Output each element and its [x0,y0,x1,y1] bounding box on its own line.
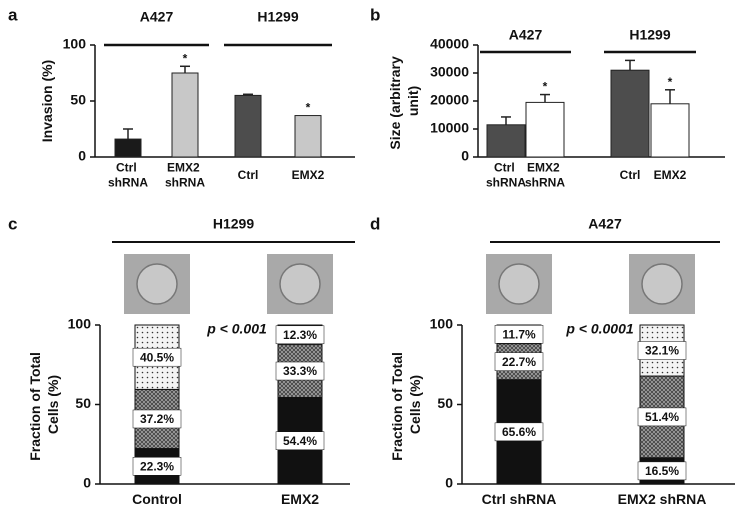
p-value: p < 0.001 [206,321,267,337]
x-tick-label: Ctrl shRNA [486,161,526,190]
value-label: 51.4% [645,410,679,424]
bar [525,101,565,158]
x-tick-label: EMX2 [292,168,325,182]
value-label: 33.3% [283,364,317,378]
significance-marker: * [543,80,548,94]
label-box [494,325,544,344]
group-label: A427 [509,27,543,43]
bar [171,72,199,158]
value-label: 11.7% [502,327,536,341]
p-value: p < 0.0001 [565,321,634,337]
significance-marker: * [306,101,311,115]
y-tick-label: 0 [78,148,86,164]
y-axis-label: Fraction of Total Cells (%) [389,348,423,461]
x-tick-label: EMX2 [281,491,319,507]
value-label: 37.2% [140,412,174,426]
panel-letter: b [370,5,380,24]
bar [650,103,690,158]
label-box [494,422,544,442]
y-tick-label: 30000 [430,64,469,80]
label-box [132,457,182,476]
y-tick-label: 40000 [430,36,469,52]
x-tick-label: Control [132,491,182,507]
y-tick-label: 50 [437,395,453,411]
value-label: 54.4% [283,434,317,448]
y-tick-label: 0 [83,475,91,491]
x-tick-label: EMX2 [654,168,687,182]
value-label: 40.5% [140,350,174,364]
x-tick-label: Ctrl [238,168,259,182]
cell-body [136,263,178,305]
panel-letter: a [8,5,18,24]
bar [610,69,650,158]
label-box [637,341,687,360]
chart-title: A427 [588,216,622,232]
y-tick-label: 10000 [430,120,469,136]
y-axis-label: Invasion (%) [39,60,55,142]
x-tick-label: Ctrl shRNA [482,491,557,507]
panel-letter: d [370,214,380,233]
label-box [275,361,325,381]
label-box [637,407,687,427]
label-box [132,409,182,429]
significance-marker: * [668,75,673,89]
y-axis-label: Fraction of Total Cells (%) [27,348,61,461]
y-tick-label: 100 [68,316,92,332]
value-label: 65.6% [502,425,536,439]
value-label: 12.3% [283,328,317,342]
bar [114,138,142,158]
y-tick-label: 100 [63,36,87,52]
y-tick-label: 50 [70,92,86,108]
x-tick-label: EMX2 shRNA [525,161,565,190]
value-label: 32.1% [645,344,679,358]
label-box [132,347,182,367]
y-tick-label: 100 [430,316,454,332]
y-tick-label: 0 [445,475,453,491]
value-label: 16.5% [645,464,679,478]
bar [486,124,526,158]
group-label: H1299 [257,9,298,25]
x-tick-label: Ctrl [620,168,641,182]
cell-body [498,263,540,305]
group-label: A427 [140,9,174,25]
x-tick-label: Ctrl shRNA [108,161,148,190]
x-tick-label: EMX2 shRNA [618,491,707,507]
chart-title: H1299 [213,216,254,232]
label-box [637,461,687,481]
label-box [494,352,544,371]
label-box [275,431,325,451]
cell-body [641,263,683,305]
label-box [275,325,325,345]
significance-marker: * [183,51,188,65]
y-tick-label: 0 [461,148,469,164]
bar [234,94,262,158]
y-tick-label: 20000 [430,92,469,108]
bar [294,115,322,158]
value-label: 22.3% [140,459,174,473]
x-tick-label: EMX2 shRNA [165,161,205,190]
cell-body [279,263,321,305]
y-axis-label: Size (arbitrary unit) [387,52,421,149]
value-label: 22.7% [502,355,536,369]
y-tick-label: 50 [75,395,91,411]
group-label: H1299 [629,27,670,43]
panel-letter: c [8,214,17,233]
